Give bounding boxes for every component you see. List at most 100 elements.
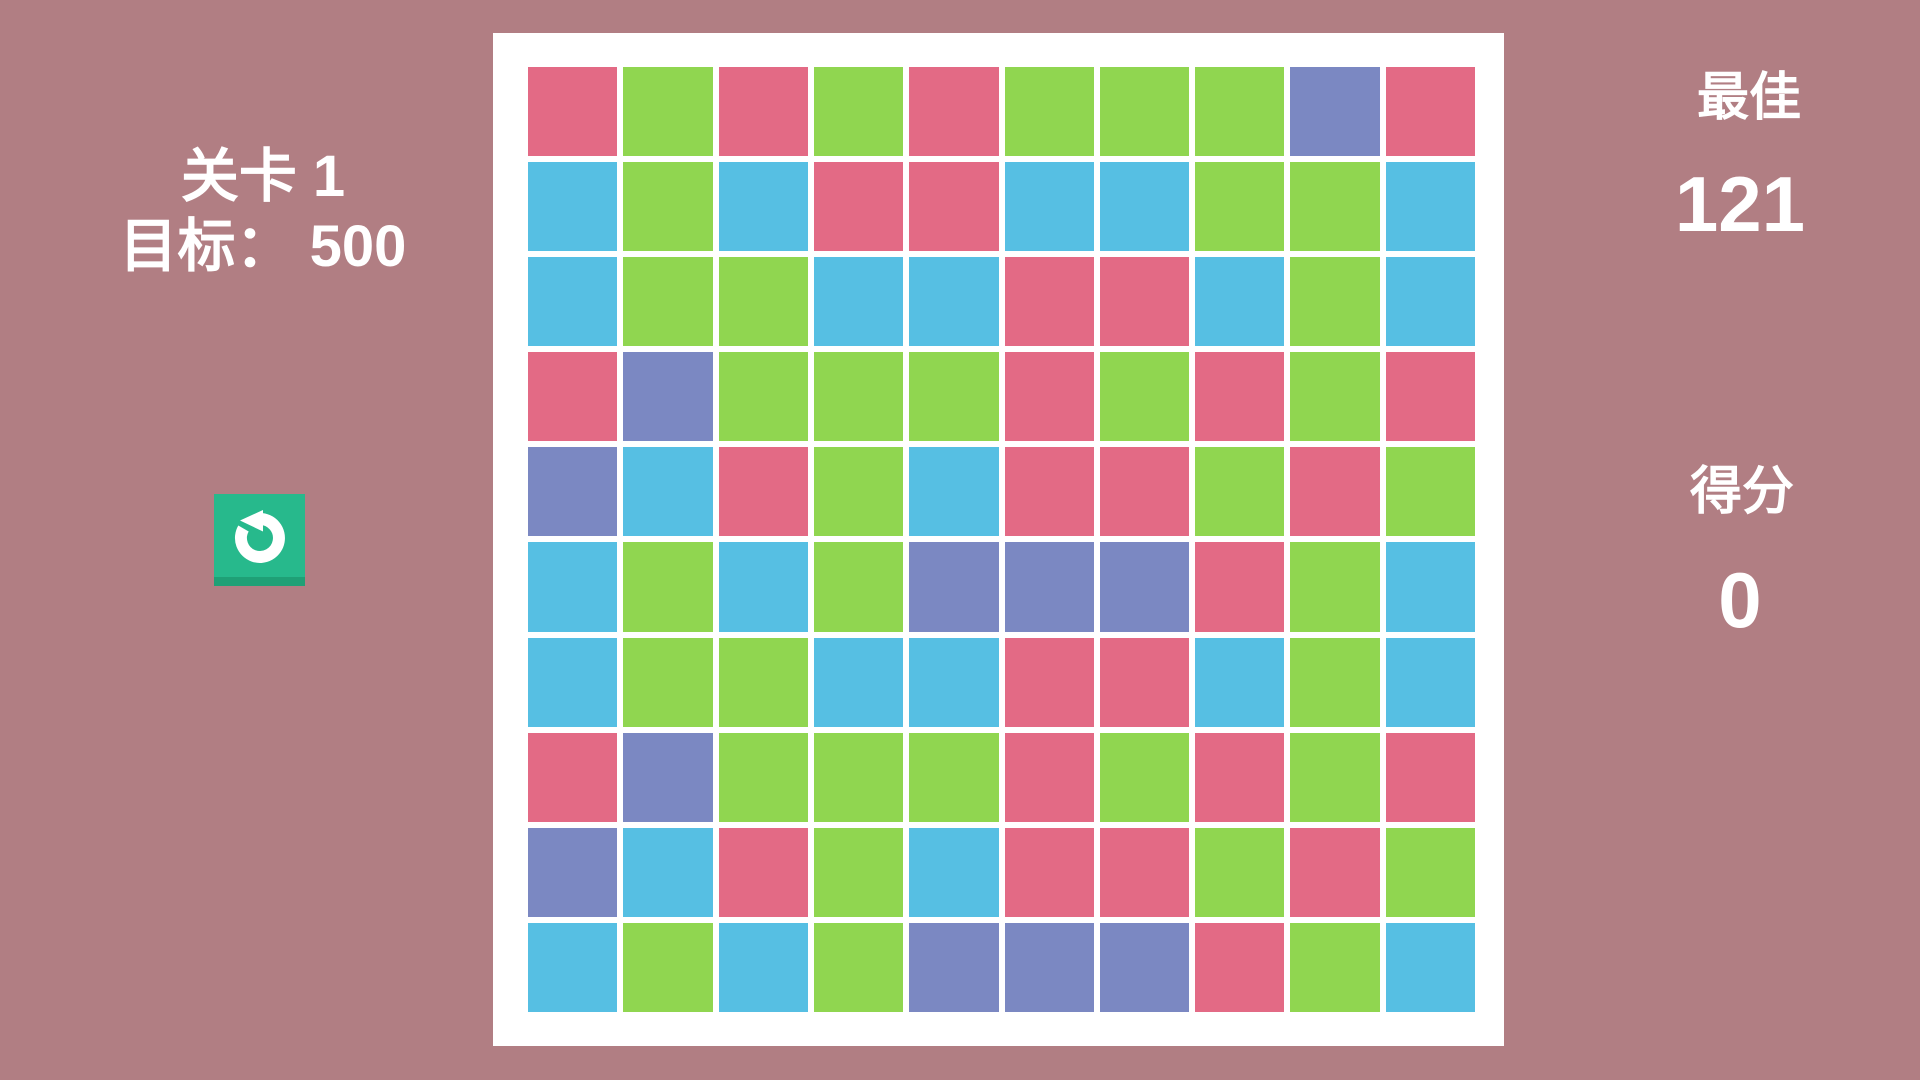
tile-r9c2[interactable]: [623, 827, 713, 917]
tile-r4c9[interactable]: [1290, 352, 1380, 442]
tile-r8c5[interactable]: [909, 732, 999, 822]
tile-r10c2[interactable]: [623, 922, 713, 1012]
tile-r6c6[interactable]: [1004, 542, 1094, 632]
tile-r2c7[interactable]: [1099, 162, 1190, 252]
tile-r9c7[interactable]: [1099, 827, 1190, 917]
tile-r1c8[interactable]: [1195, 67, 1285, 157]
tile-r8c10[interactable]: [1385, 732, 1475, 822]
tile-r8c6[interactable]: [1004, 732, 1094, 822]
tile-r1c1[interactable]: [528, 67, 618, 157]
tile-r3c4[interactable]: [813, 257, 904, 347]
tile-r5c5[interactable]: [909, 447, 999, 537]
tile-r8c2[interactable]: [623, 732, 713, 822]
tile-r7c4[interactable]: [813, 637, 904, 727]
tile-r2c3[interactable]: [718, 162, 808, 252]
tile-r9c10[interactable]: [1385, 827, 1475, 917]
tile-r5c8[interactable]: [1195, 447, 1285, 537]
tile-r9c1[interactable]: [528, 827, 618, 917]
tile-r3c3[interactable]: [718, 257, 808, 347]
tile-r5c1[interactable]: [528, 447, 618, 537]
tile-r6c5[interactable]: [909, 542, 999, 632]
tile-r1c10[interactable]: [1385, 67, 1475, 157]
tile-r4c4[interactable]: [813, 352, 904, 442]
tile-r3c7[interactable]: [1099, 257, 1190, 347]
tile-r3c5[interactable]: [909, 257, 999, 347]
tile-r8c8[interactable]: [1195, 732, 1285, 822]
tile-r1c6[interactable]: [1004, 67, 1094, 157]
tile-r4c6[interactable]: [1004, 352, 1094, 442]
tile-r6c2[interactable]: [623, 542, 713, 632]
tile-r7c9[interactable]: [1290, 637, 1380, 727]
tile-r6c8[interactable]: [1195, 542, 1285, 632]
tile-r10c7[interactable]: [1099, 922, 1190, 1012]
tile-r9c4[interactable]: [813, 827, 904, 917]
tile-r4c3[interactable]: [718, 352, 808, 442]
tile-r2c8[interactable]: [1195, 162, 1285, 252]
tile-r6c10[interactable]: [1385, 542, 1475, 632]
tile-r6c9[interactable]: [1290, 542, 1380, 632]
tile-r10c5[interactable]: [909, 922, 999, 1012]
tile-r2c4[interactable]: [813, 162, 904, 252]
tile-r7c7[interactable]: [1099, 637, 1190, 727]
tile-r6c7[interactable]: [1099, 542, 1190, 632]
tile-r1c9[interactable]: [1290, 67, 1380, 157]
tile-r3c6[interactable]: [1004, 257, 1094, 347]
restart-button[interactable]: [214, 494, 305, 586]
tile-r3c2[interactable]: [623, 257, 713, 347]
tile-r6c4[interactable]: [813, 542, 904, 632]
tile-r4c7[interactable]: [1099, 352, 1190, 442]
tile-r6c1[interactable]: [528, 542, 618, 632]
tile-r10c1[interactable]: [528, 922, 618, 1012]
tile-r4c1[interactable]: [528, 352, 618, 442]
tile-r1c5[interactable]: [909, 67, 999, 157]
tile-r5c7[interactable]: [1099, 447, 1190, 537]
tile-r10c6[interactable]: [1004, 922, 1094, 1012]
tile-r7c6[interactable]: [1004, 637, 1094, 727]
tile-r7c5[interactable]: [909, 637, 999, 727]
tile-r5c10[interactable]: [1385, 447, 1475, 537]
tile-r7c2[interactable]: [623, 637, 713, 727]
tile-r5c2[interactable]: [623, 447, 713, 537]
tile-r7c1[interactable]: [528, 637, 618, 727]
tile-r5c3[interactable]: [718, 447, 808, 537]
tile-r7c10[interactable]: [1385, 637, 1475, 727]
tile-r5c9[interactable]: [1290, 447, 1380, 537]
tile-r2c2[interactable]: [623, 162, 713, 252]
tile-r10c10[interactable]: [1385, 922, 1475, 1012]
tile-r9c9[interactable]: [1290, 827, 1380, 917]
tile-r8c9[interactable]: [1290, 732, 1380, 822]
tile-r10c8[interactable]: [1195, 922, 1285, 1012]
tile-r5c6[interactable]: [1004, 447, 1094, 537]
tile-r3c10[interactable]: [1385, 257, 1475, 347]
tile-r8c3[interactable]: [718, 732, 808, 822]
tile-r7c3[interactable]: [718, 637, 808, 727]
tile-r8c7[interactable]: [1099, 732, 1190, 822]
tile-r3c9[interactable]: [1290, 257, 1380, 347]
tile-r7c8[interactable]: [1195, 637, 1285, 727]
tile-r1c2[interactable]: [623, 67, 713, 157]
tile-r8c1[interactable]: [528, 732, 618, 822]
tile-r10c3[interactable]: [718, 922, 808, 1012]
tile-r3c1[interactable]: [528, 257, 618, 347]
tile-r8c4[interactable]: [813, 732, 904, 822]
tile-r1c3[interactable]: [718, 67, 808, 157]
tile-r3c8[interactable]: [1195, 257, 1285, 347]
tile-r10c4[interactable]: [813, 922, 904, 1012]
tile-r1c4[interactable]: [813, 67, 904, 157]
tile-r4c10[interactable]: [1385, 352, 1475, 442]
tile-r1c7[interactable]: [1099, 67, 1190, 157]
tile-r9c8[interactable]: [1195, 827, 1285, 917]
tile-r9c6[interactable]: [1004, 827, 1094, 917]
tile-r4c8[interactable]: [1195, 352, 1285, 442]
tile-r4c2[interactable]: [623, 352, 713, 442]
tile-r2c5[interactable]: [909, 162, 999, 252]
tile-r9c3[interactable]: [718, 827, 808, 917]
tile-r4c5[interactable]: [909, 352, 999, 442]
tile-r2c6[interactable]: [1004, 162, 1094, 252]
tile-r6c3[interactable]: [718, 542, 808, 632]
tile-r2c9[interactable]: [1290, 162, 1380, 252]
tile-r2c1[interactable]: [528, 162, 618, 252]
tile-r2c10[interactable]: [1385, 162, 1475, 252]
tile-r5c4[interactable]: [813, 447, 904, 537]
tile-r10c9[interactable]: [1290, 922, 1380, 1012]
